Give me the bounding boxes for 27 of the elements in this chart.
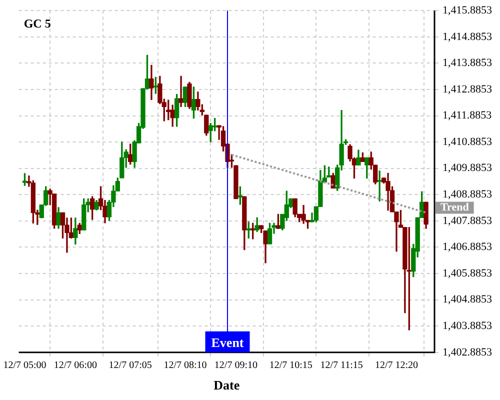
x-tick-label: 12/7 05:00 [3, 360, 46, 372]
y-tick-label: 1,414.8853 [442, 30, 492, 43]
ref-line-label: Event [211, 334, 244, 350]
y-tick-label: 1,413.8853 [442, 57, 492, 70]
x-tick-label: 12/7 09:10 [214, 360, 258, 372]
y-tick-label: 1,415.8853 [442, 4, 492, 16]
series-label: Trend [440, 202, 469, 214]
candlestick [178, 76, 184, 108]
y-tick-label: 1,406.8853 [442, 241, 492, 254]
y-tick-label: 1,408.8853 [442, 188, 492, 201]
y-tick-label: 1,405.8853 [442, 267, 492, 280]
x-tick-label: 12/7 08:10 [164, 360, 207, 372]
x-tick-label: 12/7 06:00 [54, 360, 97, 372]
y-tick-label: 1,409.8853 [442, 162, 492, 174]
x-tick-label: 12/7 07:05 [108, 360, 152, 372]
x-tick-label: 12/7 11:15 [320, 360, 363, 372]
y-tick-label: 1,403.8853 [442, 320, 492, 332]
x-tick-label: 12/7 10:15 [269, 360, 312, 372]
y-tick-label: 1,410.8853 [442, 136, 492, 148]
x-axis-title: Date [214, 378, 240, 393]
y-tick-label: 1,411.8853 [442, 110, 492, 122]
y-tick-label: 1,407.8853 [442, 214, 492, 227]
text: GC 5 [24, 16, 51, 31]
y-tick-label: 1,402.8853 [442, 346, 492, 358]
y-tick-label: 1,412.8853 [442, 83, 492, 96]
x-tick-label: 12/7 12:20 [374, 360, 418, 372]
y-tick-label: 1,404.8853 [442, 294, 492, 306]
